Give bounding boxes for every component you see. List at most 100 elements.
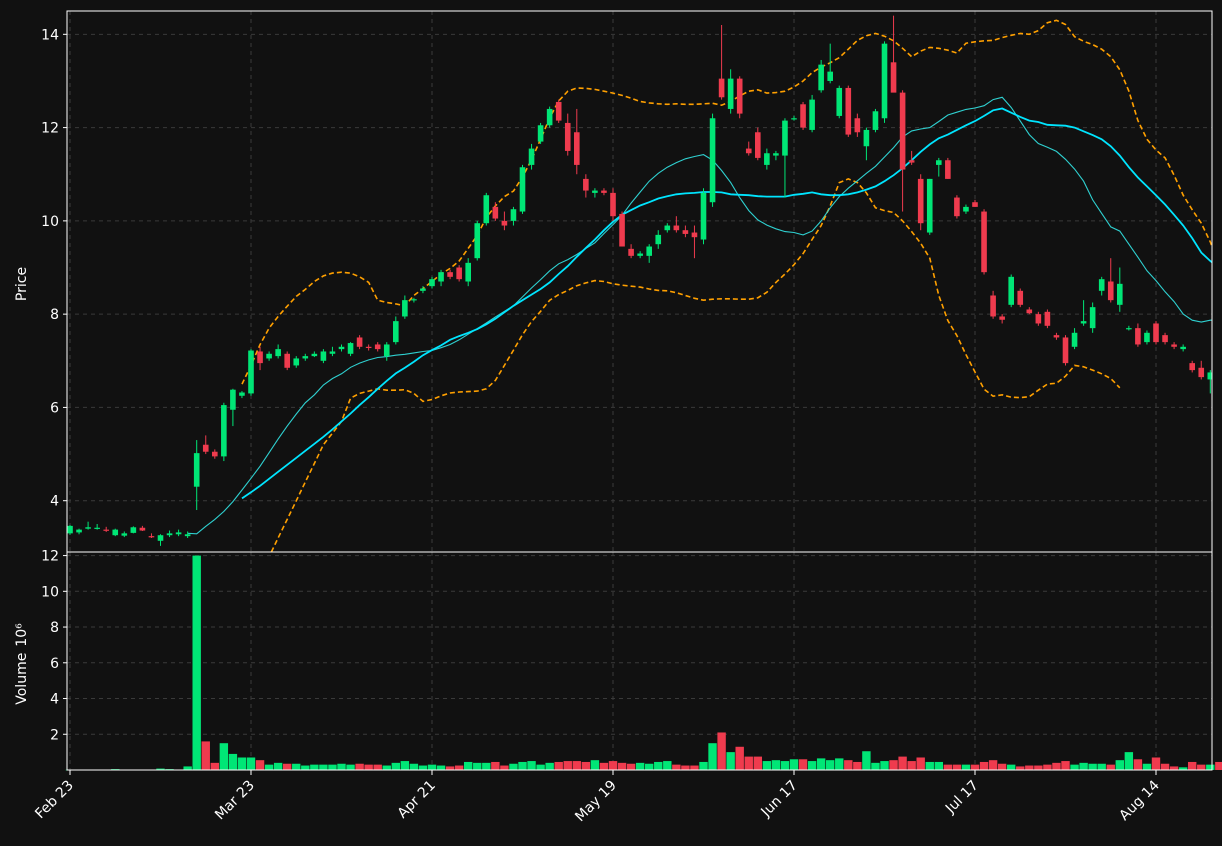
candle	[365, 344, 372, 351]
candle	[456, 265, 462, 282]
volume-bar	[663, 761, 672, 770]
candle	[411, 297, 417, 303]
candle-body	[583, 178, 589, 191]
candle	[1017, 288, 1024, 308]
band-lower-line	[270, 178, 1121, 552]
candle	[1044, 309, 1051, 329]
volume-bar	[264, 764, 274, 770]
candle	[1162, 332, 1168, 345]
candle-body	[872, 111, 879, 130]
candle	[990, 290, 996, 319]
candle	[438, 269, 444, 287]
candle-body	[510, 209, 517, 221]
candle	[338, 344, 345, 352]
candle-body	[564, 122, 571, 151]
volume-bar	[970, 764, 980, 770]
candle	[311, 351, 318, 358]
candle-body	[420, 288, 426, 291]
candle	[1035, 311, 1042, 326]
volume-tick-label: 12	[41, 549, 59, 565]
candle-body	[836, 87, 843, 116]
candle-body	[1144, 332, 1150, 343]
candle	[1071, 328, 1078, 350]
volume-bar	[255, 760, 265, 770]
candle-body	[709, 118, 716, 203]
volume-tick-label: 6	[50, 656, 59, 672]
volume-bar	[708, 743, 717, 770]
price-tick-label: 10	[41, 214, 59, 230]
candle-body	[67, 525, 73, 534]
candle-body	[917, 178, 924, 224]
candle	[429, 276, 435, 289]
candle	[1153, 321, 1159, 345]
candle	[248, 349, 254, 396]
volume-bar	[518, 761, 527, 770]
volume-bar	[961, 764, 971, 770]
volume-bar	[355, 763, 364, 770]
volume-panel-frame	[66, 551, 1213, 771]
candle-body	[1062, 337, 1069, 364]
volume-bar	[635, 762, 645, 770]
candle-body	[963, 206, 969, 212]
volume-bar	[554, 761, 563, 770]
candle-body	[637, 253, 643, 256]
candle	[827, 43, 833, 84]
candle	[691, 225, 698, 259]
candle-body	[329, 351, 336, 354]
volume-bar	[681, 765, 690, 770]
volume-bar	[1197, 764, 1206, 770]
candle-body	[1044, 311, 1051, 326]
price-tick-label: 12	[41, 121, 59, 137]
candle	[239, 391, 245, 399]
candle-body	[293, 358, 300, 366]
candle	[374, 342, 381, 352]
candle-body	[1080, 321, 1087, 324]
candle	[954, 195, 960, 219]
candle	[76, 528, 82, 535]
candle	[854, 113, 861, 137]
volume-bar	[500, 765, 509, 770]
candle-body	[945, 160, 951, 179]
candle-body	[773, 153, 779, 156]
candle-body	[890, 62, 897, 93]
candle	[863, 127, 870, 161]
bollinger-bands	[241, 19, 1212, 552]
candle-body	[745, 148, 752, 154]
candle	[85, 521, 91, 530]
candle	[1089, 302, 1096, 333]
volume-bar	[1007, 764, 1016, 770]
candle-body	[184, 534, 191, 537]
candle	[564, 113, 571, 156]
candle-body	[1162, 335, 1168, 343]
volume-axis-label: Volume 10⁶	[14, 623, 30, 705]
candle-body	[284, 353, 290, 368]
candle	[1171, 342, 1177, 350]
candle-body	[193, 453, 200, 487]
candle	[94, 524, 100, 530]
candle-body	[555, 101, 562, 121]
candle-body	[175, 532, 182, 535]
candle-body	[429, 279, 435, 287]
price-gridlines	[67, 11, 1212, 552]
volume-tick-label: 8	[50, 620, 59, 636]
volume-bar	[382, 765, 391, 770]
price-tick-label: 6	[50, 400, 59, 416]
volume-bar	[626, 763, 636, 770]
volume-bar	[1097, 763, 1106, 770]
volume-bar	[717, 732, 726, 770]
candle-body	[764, 153, 770, 165]
candle-body	[1198, 367, 1205, 378]
candle-body	[148, 536, 155, 538]
candle	[130, 526, 137, 534]
candle-body	[999, 316, 1005, 320]
candle-body	[139, 527, 146, 531]
candle	[184, 531, 191, 539]
volume-bar	[292, 763, 301, 770]
candle-body	[899, 92, 906, 170]
candle-body	[85, 527, 91, 529]
volume-bar	[346, 764, 355, 770]
candle-body	[574, 132, 580, 165]
volume-axis-label-text: Volume	[14, 653, 30, 705]
candle	[202, 435, 209, 455]
volume-bar	[427, 764, 437, 770]
